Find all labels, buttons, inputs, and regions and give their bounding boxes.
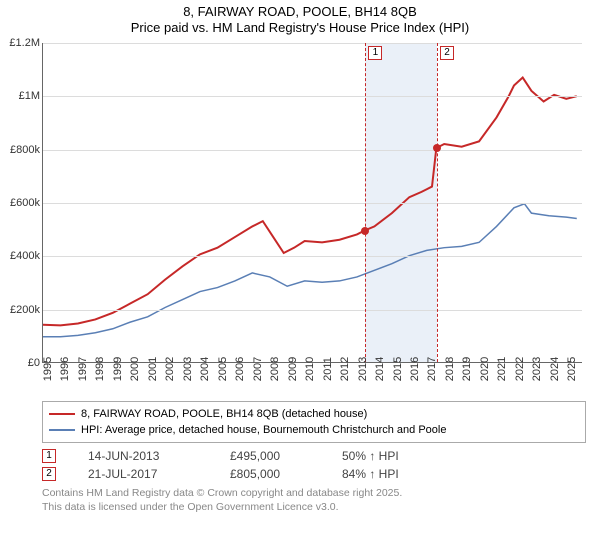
ytick-label: £400k bbox=[10, 250, 40, 262]
footer-attribution: Contains HM Land Registry data © Crown c… bbox=[42, 487, 586, 514]
legend-row-hpi: HPI: Average price, detached house, Bour… bbox=[49, 422, 579, 438]
legend-label-property: 8, FAIRWAY ROAD, POOLE, BH14 8QB (detach… bbox=[81, 408, 367, 420]
legend-label-hpi: HPI: Average price, detached house, Bour… bbox=[81, 424, 446, 436]
gridline-h bbox=[43, 310, 582, 311]
legend-swatch-property bbox=[49, 413, 75, 415]
sale-date: 14-JUN-2013 bbox=[88, 449, 198, 463]
sale-delta: 50% ↑ HPI bbox=[342, 449, 399, 463]
gridline-h bbox=[43, 203, 582, 204]
legend-swatch-hpi bbox=[49, 429, 75, 431]
sale-date: 21-JUL-2017 bbox=[88, 467, 198, 481]
sale-marker-box: 2 bbox=[42, 467, 56, 481]
legend-box: 8, FAIRWAY ROAD, POOLE, BH14 8QB (detach… bbox=[42, 401, 586, 443]
event-vline bbox=[365, 43, 366, 362]
chart-title-line1: 8, FAIRWAY ROAD, POOLE, BH14 8QB bbox=[0, 0, 600, 19]
sale-point bbox=[361, 227, 369, 235]
gridline-h bbox=[43, 96, 582, 97]
chart-title-line2: Price paid vs. HM Land Registry's House … bbox=[0, 19, 600, 39]
gridline-h bbox=[43, 43, 582, 44]
ytick-label: £600k bbox=[10, 197, 40, 209]
chart-area: 12 £0£200k£400k£600k£800k£1M£1.2M1995199… bbox=[14, 39, 592, 399]
series-line bbox=[43, 204, 577, 337]
sale-point bbox=[433, 144, 441, 152]
series-line bbox=[43, 78, 577, 326]
sale-marker-box: 1 bbox=[42, 449, 56, 463]
sale-price: £805,000 bbox=[230, 467, 310, 481]
sale-row: 2 21-JUL-2017 £805,000 84% ↑ HPI bbox=[42, 467, 600, 481]
ytick-label: £1.2M bbox=[9, 37, 40, 49]
legend-row-property: 8, FAIRWAY ROAD, POOLE, BH14 8QB (detach… bbox=[49, 406, 579, 422]
gridline-h bbox=[43, 256, 582, 257]
sales-list: 1 14-JUN-2013 £495,000 50% ↑ HPI 2 21-JUL-201… bbox=[0, 449, 600, 481]
ytick-label: £800k bbox=[10, 144, 40, 156]
xtick-label: 2025 bbox=[566, 357, 600, 381]
plot-region: 12 bbox=[42, 43, 582, 363]
ytick-label: £1M bbox=[19, 90, 40, 102]
event-marker-box: 1 bbox=[368, 46, 382, 60]
sale-price: £495,000 bbox=[230, 449, 310, 463]
gridline-h bbox=[43, 150, 582, 151]
footer-line1: Contains HM Land Registry data © Crown c… bbox=[42, 487, 586, 501]
ytick-label: £0 bbox=[28, 357, 40, 369]
sale-delta: 84% ↑ HPI bbox=[342, 467, 399, 481]
event-marker-box: 2 bbox=[440, 46, 454, 60]
ytick-label: £200k bbox=[10, 304, 40, 316]
footer-line2: This data is licensed under the Open Gov… bbox=[42, 501, 586, 515]
event-vline bbox=[437, 43, 438, 362]
sale-row: 1 14-JUN-2013 £495,000 50% ↑ HPI bbox=[42, 449, 600, 463]
